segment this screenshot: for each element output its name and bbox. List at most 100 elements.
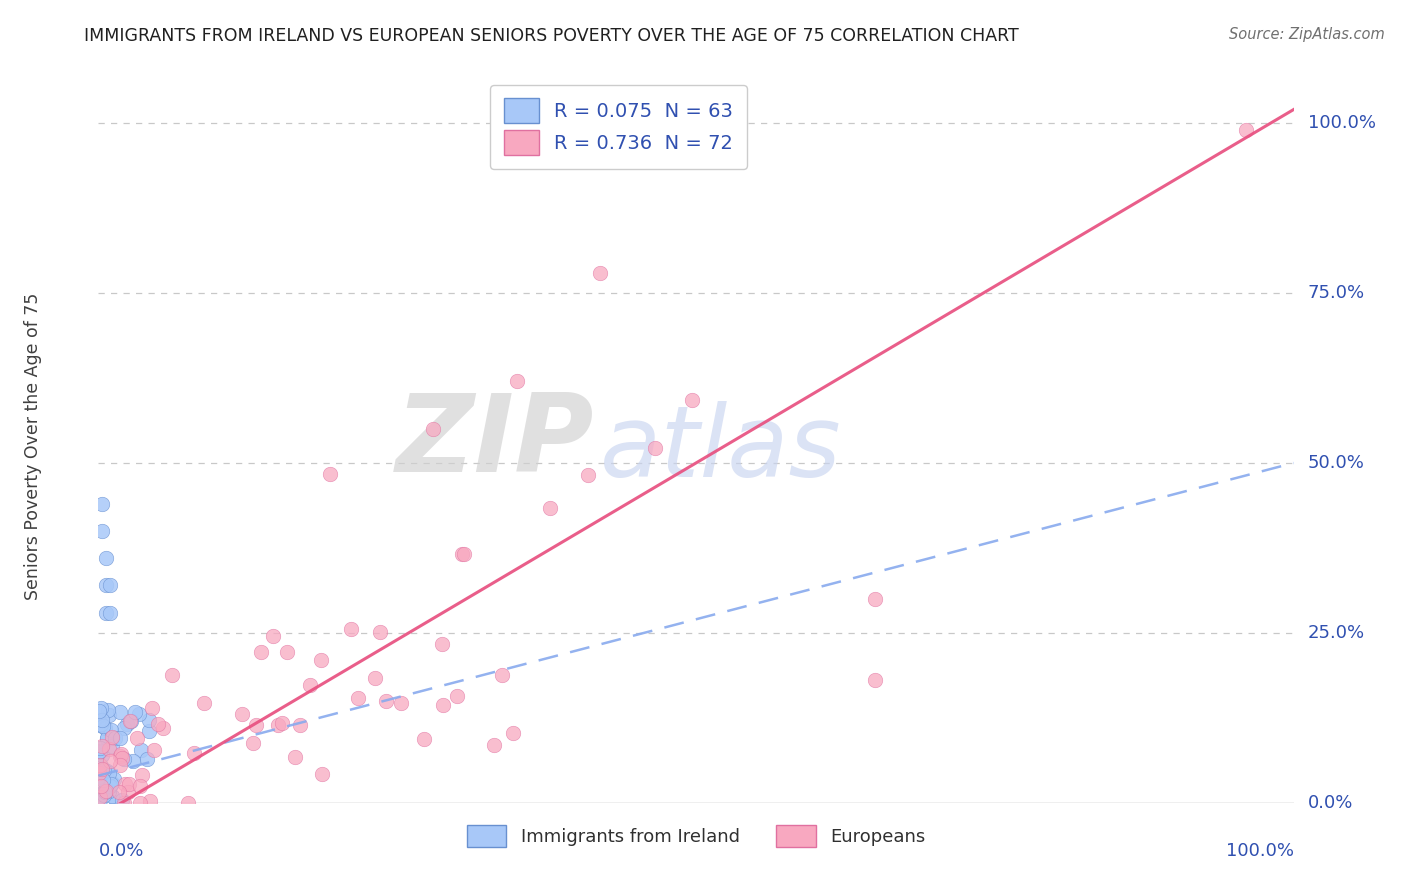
Point <box>446 690 468 704</box>
Text: 50.0%: 50.0% <box>1308 454 1365 472</box>
Text: 75.0%: 75.0% <box>1308 284 1365 302</box>
Point <box>135 752 157 766</box>
Point <box>131 768 153 782</box>
Point <box>128 796 150 810</box>
Point <box>290 718 312 732</box>
Point <box>89 766 111 780</box>
Point <box>482 738 505 752</box>
Point <box>90 747 112 762</box>
Point <box>89 790 111 805</box>
Point <box>138 723 160 738</box>
Point <box>491 667 513 681</box>
Point <box>152 721 174 735</box>
Point <box>262 629 284 643</box>
Point <box>111 751 134 765</box>
Point <box>89 758 111 772</box>
Point <box>91 772 114 787</box>
Point <box>90 717 112 731</box>
Point <box>91 719 114 733</box>
Point <box>89 740 111 755</box>
Point <box>94 606 117 620</box>
Text: 0.0%: 0.0% <box>1308 794 1353 812</box>
Text: atlas: atlas <box>600 401 842 498</box>
Point <box>98 606 122 620</box>
Point <box>90 714 112 728</box>
Point <box>271 716 294 731</box>
Point <box>538 501 561 516</box>
Point <box>94 551 117 566</box>
Point <box>94 784 117 798</box>
Point <box>89 744 111 758</box>
Point <box>91 762 114 776</box>
Point <box>110 747 132 762</box>
Text: IMMIGRANTS FROM IRELAND VS EUROPEAN SENIORS POVERTY OVER THE AGE OF 75 CORRELATI: IMMIGRANTS FROM IRELAND VS EUROPEAN SENI… <box>84 27 1019 45</box>
Point <box>242 736 264 750</box>
Point <box>141 701 163 715</box>
Point <box>128 706 150 721</box>
Point <box>450 547 472 561</box>
Point <box>105 795 128 809</box>
Point <box>160 668 183 682</box>
Point <box>112 752 135 766</box>
Point <box>90 717 112 731</box>
Point <box>506 375 529 389</box>
Point <box>101 739 124 753</box>
Text: Source: ZipAtlas.com: Source: ZipAtlas.com <box>1229 27 1385 42</box>
Point <box>93 764 115 778</box>
Point <box>93 788 115 802</box>
Point <box>142 743 165 757</box>
Point <box>117 785 139 799</box>
Point <box>91 497 114 511</box>
Point <box>110 748 132 763</box>
Text: 100.0%: 100.0% <box>1226 842 1294 860</box>
Point <box>108 785 131 799</box>
Point <box>97 703 120 717</box>
Point <box>108 731 131 746</box>
Point <box>108 758 131 772</box>
Point <box>183 746 205 760</box>
Point <box>97 783 120 797</box>
Point <box>364 671 387 685</box>
Point <box>502 725 524 739</box>
Point <box>245 718 267 732</box>
Point <box>231 706 253 721</box>
Point <box>111 793 134 807</box>
Point <box>98 780 121 794</box>
Point <box>681 392 703 407</box>
Point <box>368 625 391 640</box>
Point <box>90 759 112 773</box>
Point <box>98 754 121 768</box>
Point <box>138 714 160 728</box>
Point <box>114 777 136 791</box>
Text: 25.0%: 25.0% <box>1308 624 1365 642</box>
Point <box>100 777 122 791</box>
Point <box>453 547 475 561</box>
Point <box>90 779 112 793</box>
Point <box>89 792 111 806</box>
Point <box>96 764 118 778</box>
Point <box>93 763 115 777</box>
Point <box>249 644 271 658</box>
Point <box>589 266 612 280</box>
Point <box>311 767 333 781</box>
Point <box>120 714 142 728</box>
Point <box>94 784 117 798</box>
Point <box>91 739 114 753</box>
Point <box>432 698 454 713</box>
Point <box>93 762 115 776</box>
Point <box>100 723 122 737</box>
Point <box>430 638 453 652</box>
Point <box>347 690 370 705</box>
Point <box>146 717 169 731</box>
Point <box>87 771 110 785</box>
Point <box>94 722 117 736</box>
Point <box>94 578 117 592</box>
Point <box>644 442 666 456</box>
Point <box>1234 123 1257 137</box>
Point <box>118 777 141 791</box>
Point <box>127 731 149 745</box>
Point <box>87 718 110 732</box>
Text: ZIP: ZIP <box>396 390 595 495</box>
Point <box>112 796 135 810</box>
Point <box>97 766 120 780</box>
